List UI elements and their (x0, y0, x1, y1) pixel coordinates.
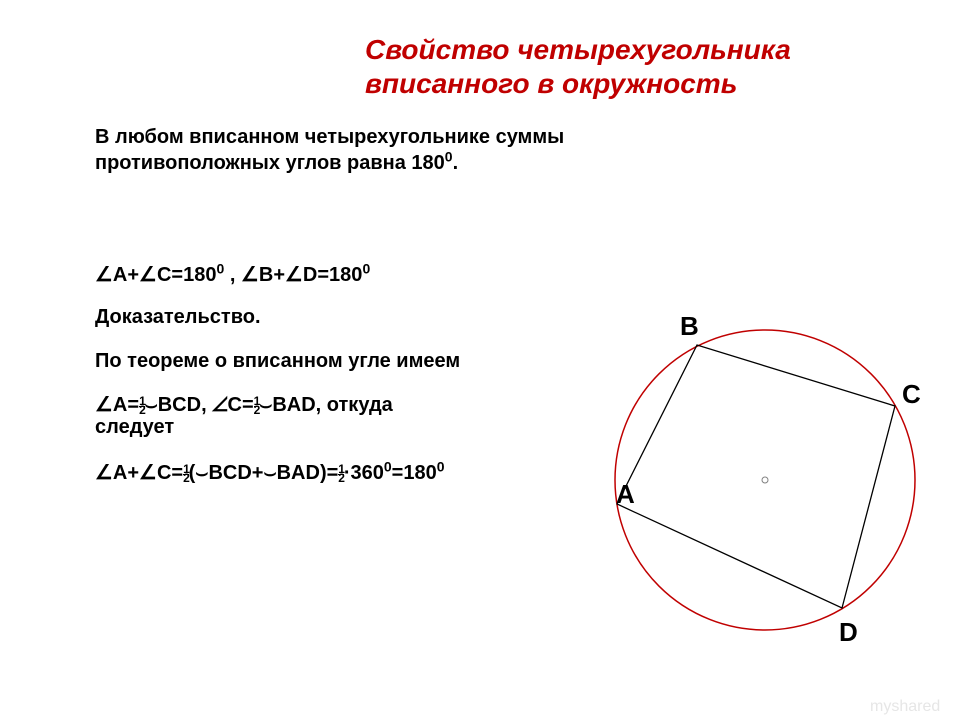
figure-svg (590, 305, 940, 655)
theorem-line: По теореме о вписанном угле имеем (95, 350, 460, 373)
slide-title-line2: вписанного в окружность (365, 68, 737, 100)
statement-line2: противоположных углов равна 1800. (95, 152, 458, 175)
equation-ac-bd: ∠A+∠C=1800 , ∠B+∠D=1800 (95, 262, 370, 287)
slide-title-line1: Свойство четырехугольника (365, 34, 791, 66)
proof-label: Доказательство. (95, 306, 261, 329)
figure-inscribed-quadrilateral: A B C D (590, 305, 940, 655)
final-equation: ∠A+∠C=12(⌣BCD+⌣BAD)=12·3600=1800 (95, 460, 445, 485)
follows-line: следует (95, 416, 174, 439)
watermark-text: myshared (870, 698, 940, 716)
vertex-label-B: B (680, 311, 699, 342)
vertex-label-A: A (616, 479, 635, 510)
angle-half-arc-line: ∠A=12⌣BCD, ∠C=12⌣BAD, откуда (95, 392, 393, 417)
statement-line1: В любом вписанном четырехугольнике суммы (95, 126, 564, 149)
vertex-label-C: C (902, 379, 921, 410)
vertex-label-D: D (839, 617, 858, 648)
